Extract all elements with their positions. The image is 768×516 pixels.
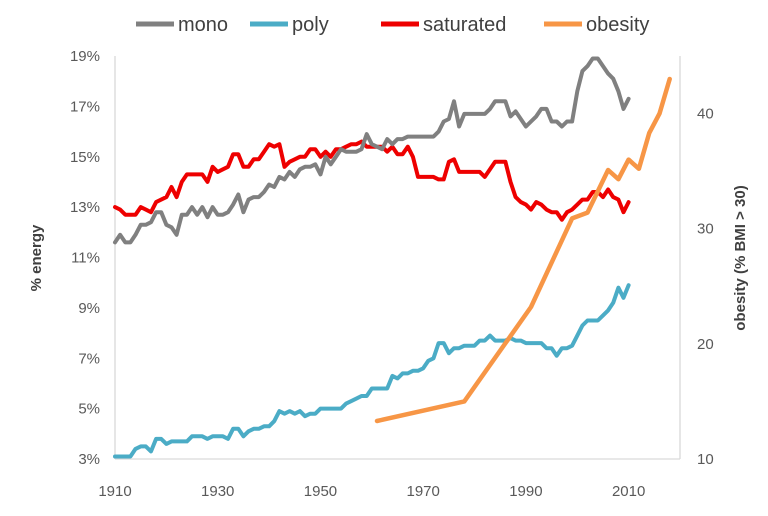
- x-tick-label: 1970: [406, 483, 439, 500]
- y2-axis-title: obesity (% BMI > 30): [732, 185, 749, 330]
- y-tick-label: 15%: [70, 149, 100, 166]
- x-tick-label: 1910: [98, 483, 131, 500]
- y-tick-label: 9%: [78, 300, 100, 317]
- y-axis-title: % energy: [28, 224, 45, 291]
- legend-label-obesity: obesity: [586, 14, 649, 36]
- y-tick-label: 3%: [78, 451, 100, 468]
- series-line-obesity: [374, 76, 672, 424]
- y2-tick-label: 30: [697, 221, 714, 238]
- y2-tick-label: 40: [697, 106, 714, 123]
- bottom-axis-ticks: 1910 1930 1950 1970 1990 2010: [98, 483, 645, 500]
- y-tick-label: 17%: [70, 98, 100, 115]
- legend-label-poly: poly: [292, 14, 329, 36]
- series-line-mono: [113, 56, 631, 245]
- y2-tick-label: 10: [697, 451, 714, 468]
- series-lines: [113, 56, 672, 459]
- y-tick-label: 11%: [71, 250, 100, 267]
- right-axis-ticks: 10 20 30 40: [697, 106, 714, 468]
- y-tick-label: 19%: [70, 48, 100, 65]
- axes: [114, 56, 681, 460]
- y-tick-label: 13%: [70, 199, 100, 216]
- x-tick-label: 2010: [612, 483, 645, 500]
- legend-label-mono: mono: [178, 14, 228, 36]
- x-tick-label: 1950: [304, 483, 337, 500]
- y2-tick-label: 20: [697, 336, 714, 353]
- left-axis-ticks: 3% 5% 7% 9% 11% 13% 15% 17% 19%: [70, 48, 100, 468]
- legend-label-saturated: saturated: [423, 14, 506, 36]
- series-line-saturated: [113, 139, 631, 222]
- legend: mono poly saturated obesity: [136, 14, 649, 36]
- y-tick-label: 5%: [78, 401, 100, 418]
- x-tick-label: 1990: [509, 483, 542, 500]
- y-tick-label: 7%: [78, 350, 100, 367]
- x-tick-label: 1930: [201, 483, 234, 500]
- series-line-poly: [113, 283, 631, 459]
